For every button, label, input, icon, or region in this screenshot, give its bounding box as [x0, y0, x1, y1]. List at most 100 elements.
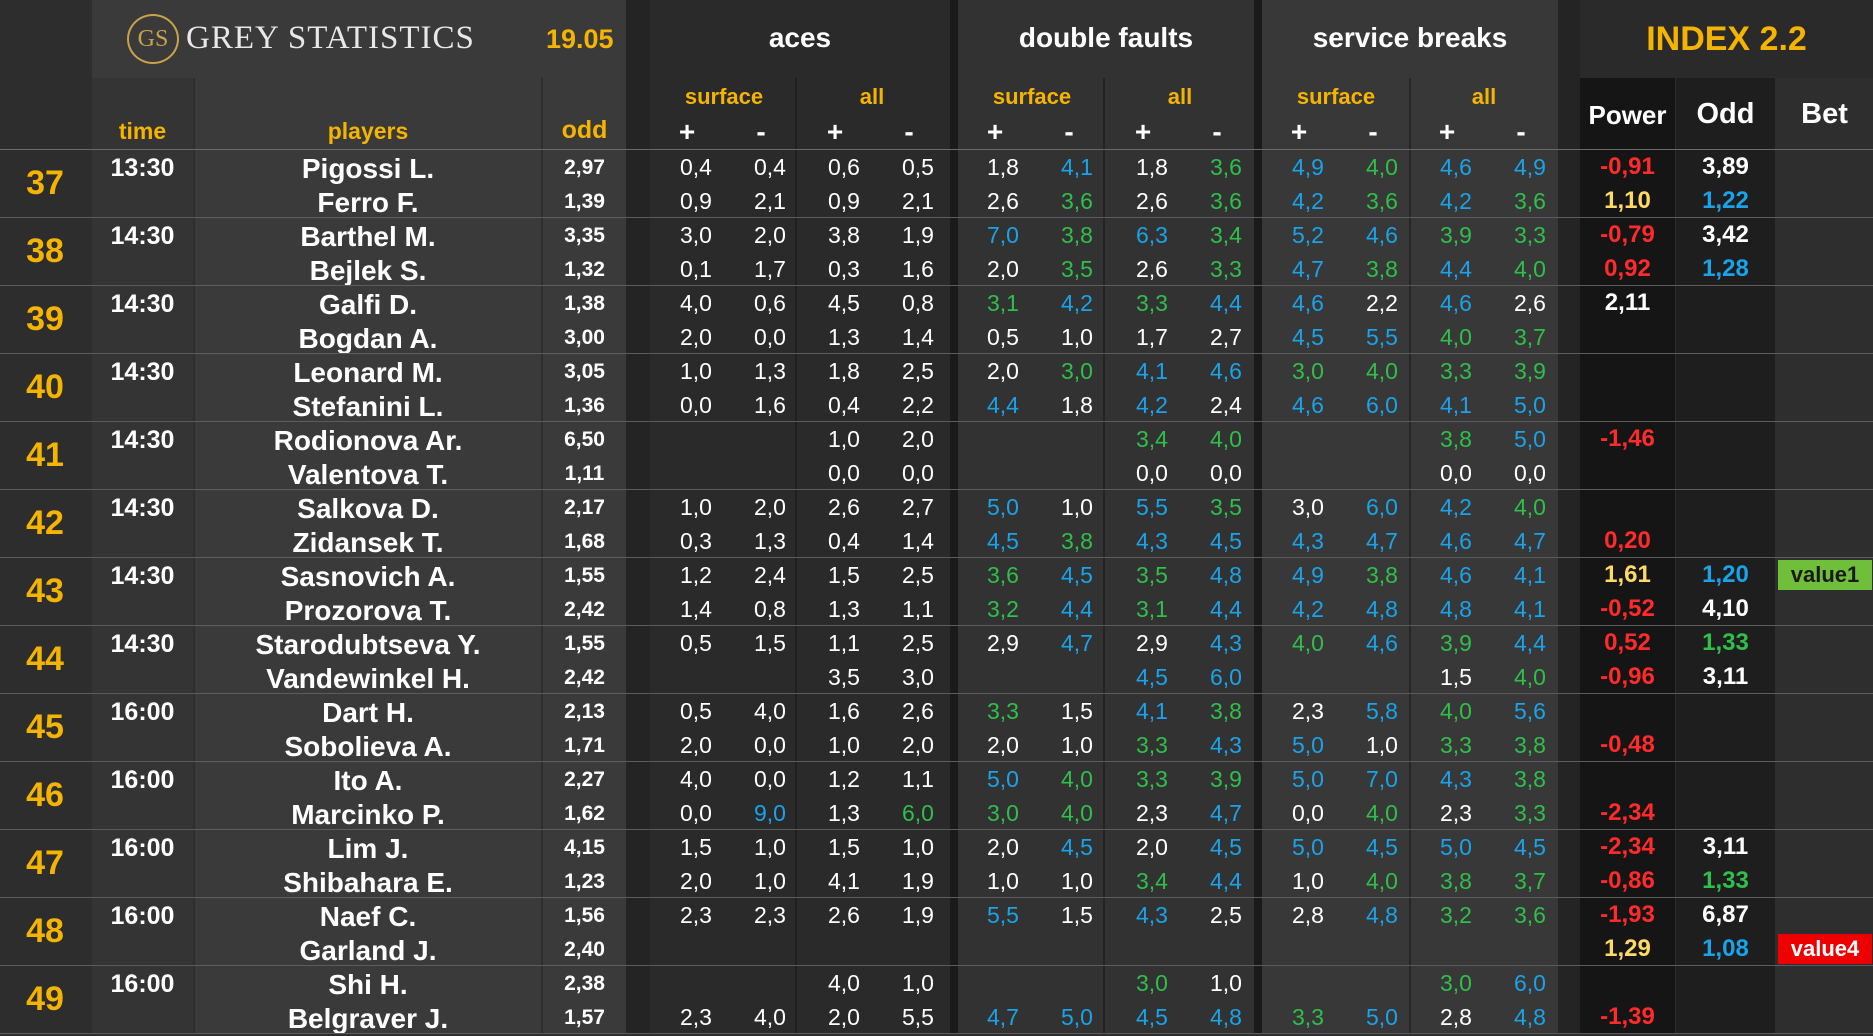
stat-value: 3,6	[1366, 188, 1398, 214]
stat-value: 3,6	[1514, 188, 1546, 214]
player-name: Marcinko P.	[291, 799, 445, 830]
stat-value: 4,2	[1292, 596, 1324, 622]
stat-value: 2,0	[828, 1004, 860, 1030]
player-odd: 1,23	[564, 870, 605, 893]
stat-value: 2,3	[1292, 698, 1324, 724]
header-divider	[0, 149, 1873, 150]
match-number: 45	[26, 708, 64, 746]
stat-value: 4,1	[1514, 562, 1546, 588]
stat-value: 3,8	[1061, 222, 1093, 248]
index-power: -0,96	[1600, 663, 1655, 690]
subheader-all: all	[1167, 84, 1193, 109]
bet-badge: value1	[1778, 560, 1872, 590]
stat-value: 2,5	[902, 630, 934, 656]
player-odd: 1,56	[564, 904, 605, 927]
match-time: 16:00	[110, 834, 175, 862]
band-odd	[543, 0, 626, 1033]
player-odd: 2,97	[564, 156, 605, 179]
match-time: 14:30	[110, 494, 175, 522]
stat-value: 1,1	[828, 630, 860, 656]
stat-value: 1,0	[828, 426, 860, 452]
stat-value: 5,5	[1136, 494, 1168, 520]
row-divider	[0, 217, 1873, 218]
stat-value: 0,9	[680, 188, 712, 214]
stat-value: 2,1	[754, 188, 786, 214]
stat-value: 2,5	[1210, 902, 1242, 928]
stat-value: 4,5	[1210, 528, 1242, 554]
player-odd: 2,27	[564, 768, 605, 791]
player-name: Sasnovich A.	[280, 561, 456, 592]
stat-value: 1,0	[1061, 868, 1093, 894]
stat-value: 1,0	[754, 868, 786, 894]
stat-value: 3,3	[987, 698, 1019, 724]
stat-value: 0,0	[754, 324, 786, 350]
stat-value: 3,6	[1210, 154, 1242, 180]
stat-value: 4,5	[1514, 834, 1546, 860]
row-divider	[0, 285, 1873, 286]
stat-value: 4,0	[754, 1004, 786, 1030]
stat-value: 4,3	[1136, 528, 1168, 554]
index-odd: 6,87	[1702, 901, 1749, 928]
stat-value: 3,0	[1061, 358, 1093, 384]
stat-value: 4,0	[1292, 630, 1324, 656]
stat-value: 1,0	[1061, 324, 1093, 350]
stat-value: 0,0	[754, 766, 786, 792]
index-odd: 4,10	[1702, 595, 1749, 622]
bet-badge: value4	[1778, 934, 1872, 964]
stat-value: 1,0	[1210, 970, 1242, 996]
player-odd: 1,57	[564, 1006, 605, 1029]
stat-value: 2,0	[902, 732, 934, 758]
band-bet	[1776, 0, 1873, 1033]
row-divider	[0, 897, 1873, 898]
match-time: 14:30	[110, 426, 175, 454]
player-name: Pigossi L.	[301, 153, 435, 184]
col-power-header: Power	[1588, 100, 1667, 130]
stat-value: 4,6	[1292, 392, 1324, 418]
stat-value: 2,0	[1136, 834, 1168, 860]
stat-value: 4,5	[828, 290, 860, 316]
player-name: Dart H.	[322, 697, 414, 728]
stat-value: 2,7	[902, 494, 934, 520]
stat-value: 4,2	[1440, 188, 1472, 214]
match-time: 14:30	[110, 358, 175, 386]
subheader-plus: +	[1438, 116, 1456, 147]
stat-value: 5,0	[1061, 1004, 1093, 1030]
logo-badge: GS	[127, 14, 179, 64]
report-date: 19.05	[546, 24, 614, 54]
stat-value: 1,2	[680, 562, 712, 588]
row-divider	[0, 557, 1873, 558]
stat-value: 3,1	[1136, 596, 1168, 622]
match-number: 46	[26, 776, 64, 814]
row-divider	[0, 489, 1873, 490]
stat-value: 3,3	[1440, 358, 1472, 384]
stat-value: 4,4	[1210, 596, 1242, 622]
stat-value: 3,3	[1514, 222, 1546, 248]
stat-value: 2,0	[754, 222, 786, 248]
band-players	[195, 0, 541, 1033]
subheader-plus: +	[986, 116, 1004, 147]
stat-value: 1,5	[1061, 902, 1093, 928]
stat-value: 3,7	[1514, 324, 1546, 350]
stat-value: 0,4	[828, 392, 860, 418]
stat-value: 4,0	[680, 290, 712, 316]
subheader-surface: surface	[1296, 84, 1376, 109]
stat-value: 4,5	[987, 528, 1019, 554]
stat-value: 0,0	[680, 392, 712, 418]
stat-value: 2,0	[987, 834, 1019, 860]
stat-value: 2,5	[902, 358, 934, 384]
stat-value: 3,8	[1440, 426, 1472, 452]
stat-value: 4,0	[1210, 426, 1242, 452]
stat-value: 5,0	[1514, 392, 1546, 418]
stat-value: 4,6	[1210, 358, 1242, 384]
index-power: -1,93	[1600, 901, 1655, 928]
player-odd: 2,42	[564, 666, 605, 689]
stat-value: 3,8	[828, 222, 860, 248]
stat-value: 3,3	[1210, 256, 1242, 282]
stat-value: 3,5	[1061, 256, 1093, 282]
stat-value: 3,8	[1366, 256, 1398, 282]
stat-value: 3,9	[1210, 766, 1242, 792]
separator	[950, 0, 958, 1033]
stat-value: 4,5	[1366, 834, 1398, 860]
col-time-header: time	[118, 118, 167, 144]
match-time: 16:00	[110, 970, 175, 998]
